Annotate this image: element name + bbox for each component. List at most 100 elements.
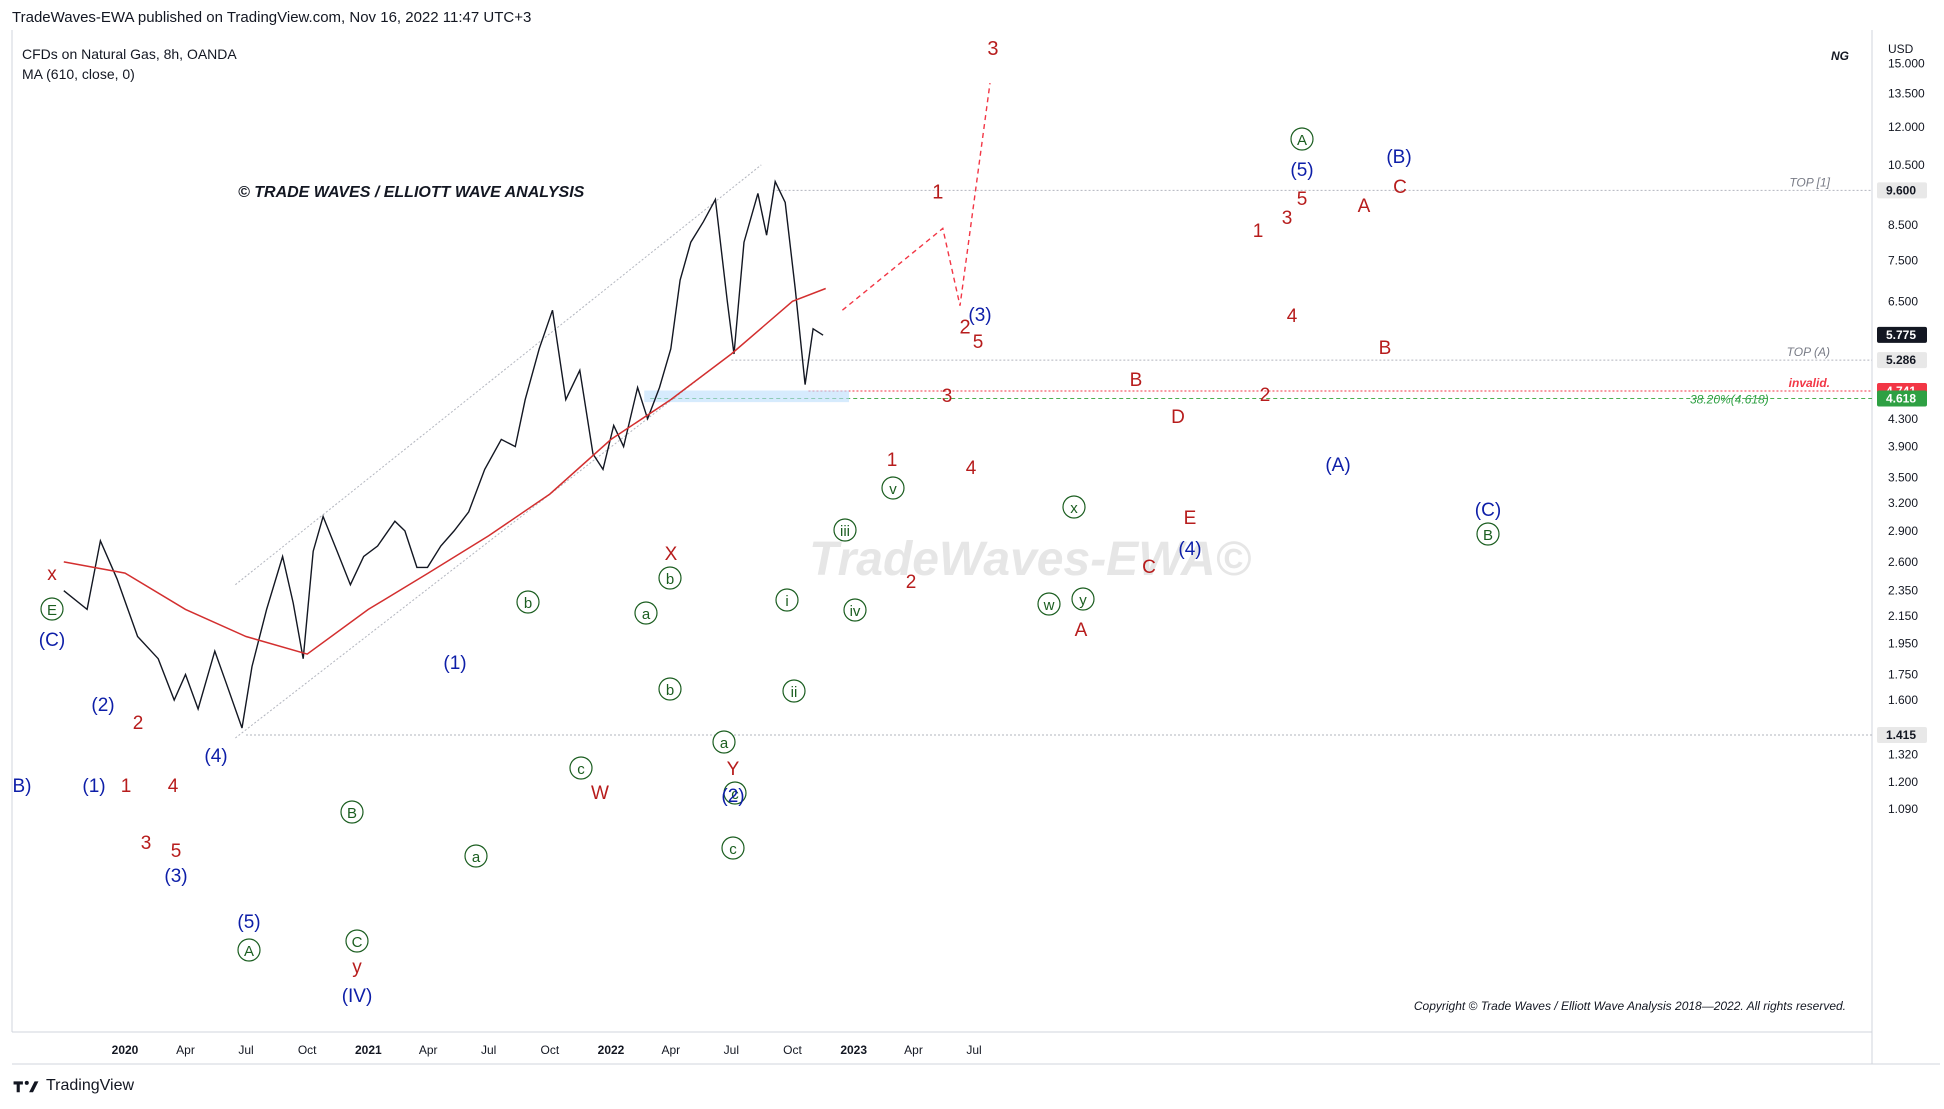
wave-label: (1) [82,776,105,797]
wave-label: (IV) [342,986,373,1007]
wave-label: a [472,849,481,866]
wave-label-circle [775,588,799,612]
wave-label: B [1130,370,1143,391]
wave-label-circle [569,756,593,780]
wave-label-circle [40,597,64,621]
y-tick-label: 1.200 [1888,775,1918,789]
y-tick-label: 3.900 [1888,440,1918,454]
wave-label: C [1393,177,1407,198]
x-tick-label: Apr [661,1043,680,1057]
wave-label-circle [1071,587,1095,611]
wave-label: A [1297,132,1307,149]
wave-label: 3 [1282,208,1293,229]
watermark-title: © TRADE WAVES / ELLIOTT WAVE ANALYSIS [238,184,585,201]
price-badge [1877,326,1927,343]
wave-label-circle [1037,592,1061,616]
wave-label: A [1358,196,1371,217]
wave-label: x [1070,500,1078,517]
wave-label: v [889,481,897,498]
y-tick-label: 12.000 [1888,120,1925,134]
y-tick-label: 3.500 [1888,470,1918,484]
footer: TradingView [12,1077,134,1095]
wave-label-circle [1476,522,1500,546]
wave-label: B [1483,527,1493,544]
symbol-title: CFDs on Natural Gas, 8h, OANDA [22,46,237,62]
y-tick-label: 7.500 [1888,254,1918,268]
indicator-title: MA (610, close, 0) [22,66,135,82]
trend-channel-line [235,358,725,739]
wave-label: iv [850,603,861,620]
y-tick-label: 13.500 [1888,86,1925,100]
wave-label: y [352,957,362,978]
y-tick-label: 2.150 [1888,609,1918,623]
wave-label: (4) [204,746,227,767]
wave-label: y [1079,592,1087,609]
price-badge-label: 9.600 [1886,183,1916,197]
wave-label: (2) [91,695,114,716]
wave-label: (5) [237,912,260,933]
wave-label-circle [721,836,745,860]
x-tick-label: Oct [298,1043,317,1057]
wave-label: (C) [39,630,65,651]
x-tick-label: 2023 [840,1043,867,1057]
wave-label: 4 [966,458,977,479]
wave-label: (4) [1178,539,1201,560]
wave-label: 1 [1253,221,1264,242]
wave-label: 2 [133,713,144,734]
y-tick-label: 2.350 [1888,584,1918,598]
wave-label: 3 [141,833,152,854]
wave-label: C [1142,557,1156,578]
price-badge [1877,726,1927,743]
publisher-line: TradeWaves-EWA published on TradingView.… [12,9,532,26]
wave-label: Y [727,759,740,780]
wave-label: 3 [942,386,953,407]
y-tick-label: 10.500 [1888,158,1925,172]
wave-label: B) [13,776,32,797]
corner-symbol: NG [1831,49,1849,63]
price-badge [1877,182,1927,199]
projection-label: 3 [987,38,998,60]
y-tick-label: 1.750 [1888,668,1918,682]
wave-label-circle [658,566,682,590]
price-line [63,179,824,729]
wave-label-circle [1062,495,1086,519]
price-badge-label: 5.286 [1886,353,1916,367]
projection-label: 1 [932,181,943,203]
wave-label-circle [1290,127,1314,151]
wave-label: D [1171,407,1185,428]
wave-label: c [731,786,739,803]
wave-label: b [666,682,674,699]
wave-label-circle [237,938,261,962]
trend-channel-line [235,164,762,586]
wave-label-circle [464,844,488,868]
wave-label: 4 [168,776,179,797]
wave-label: E [47,602,57,619]
currency-label: USD [1888,42,1914,56]
wave-label-circle [516,590,540,614]
wave-label-circle [634,601,658,625]
wave-label-circle [843,598,867,622]
projection-path [841,83,991,311]
tradingview-logo-icon [13,1080,39,1093]
wave-label: 5 [171,841,182,862]
y-tick-label: 4.300 [1888,412,1918,426]
wave-label: B [347,805,357,822]
wave-label: A [1075,620,1088,641]
price-badge-label: 1.415 [1886,728,1916,742]
y-tick-label: 8.500 [1888,218,1918,232]
wave-label: (3) [164,866,187,887]
footer-brand: TradingView [46,1077,135,1094]
wave-label: 2 [906,572,917,593]
wave-label-circle [712,730,736,754]
wave-label: (A) [1325,455,1350,476]
y-tick-label: 6.500 [1888,294,1918,308]
wave-label: (B) [1386,147,1411,168]
ma-610-line [63,287,826,655]
wave-label: b [666,571,674,588]
x-tick-label: Jul [724,1043,739,1057]
wave-label-circle [881,476,905,500]
wave-label: iii [840,523,850,540]
wave-label: 1 [121,776,132,797]
wave-label: 4 [1287,306,1298,327]
